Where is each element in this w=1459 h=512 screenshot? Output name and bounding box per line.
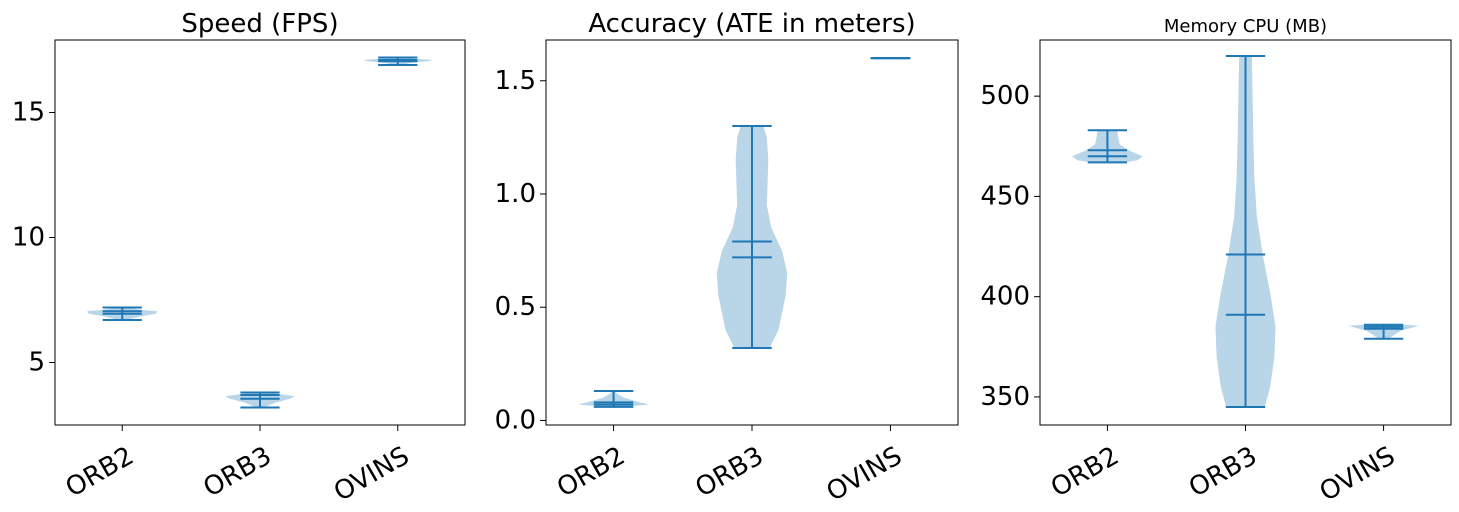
y-tick-label: 500: [980, 81, 1030, 111]
x-tick-label-ovins: OVINS: [822, 441, 908, 508]
y-tick-label: 450: [980, 181, 1030, 211]
y-tick-label: 5: [28, 348, 45, 378]
y-tick-label: 350: [980, 382, 1030, 412]
y-tick-label: 400: [980, 282, 1030, 312]
x-tick-label-orb3: ORB3: [691, 441, 769, 503]
chart-panel-3: Memory CPU (MB) ORB2 ORB3 OVINS 350 400 450 500: [980, 16, 1451, 508]
y-tick-label: 0.0: [495, 405, 536, 435]
y-tick-label: 10: [12, 223, 45, 253]
x-tick-label-orb3: ORB3: [199, 441, 277, 503]
x-tick-label-orb2: ORB2: [61, 441, 139, 503]
y-tick-label: 0.5: [495, 292, 536, 322]
y-tick-label: 15: [12, 98, 45, 128]
y-tick-label: 1.5: [495, 66, 536, 96]
chart-title: Speed (FPS): [181, 9, 338, 39]
x-tick-label-ovins: OVINS: [329, 441, 415, 508]
chart-title: Memory CPU (MB): [1164, 16, 1327, 37]
chart-panel-2: Accuracy (ATE in meters) ORB2 ORB3 OVINS 0.0…: [495, 9, 958, 508]
chart-title: Accuracy (ATE in meters): [588, 9, 915, 39]
axes-frame: [55, 40, 465, 425]
x-tick-label-orb3: ORB3: [1184, 441, 1262, 503]
x-tick-label-ovins: OVINS: [1315, 441, 1401, 508]
y-tick-label: 1.0: [495, 179, 536, 209]
x-tick-label-orb2: ORB2: [1046, 441, 1124, 503]
x-tick-label-orb2: ORB2: [552, 441, 630, 503]
chart-panel-1: Speed (FPS) ORB2 ORB3 OVINS 5 10 15: [12, 9, 465, 508]
